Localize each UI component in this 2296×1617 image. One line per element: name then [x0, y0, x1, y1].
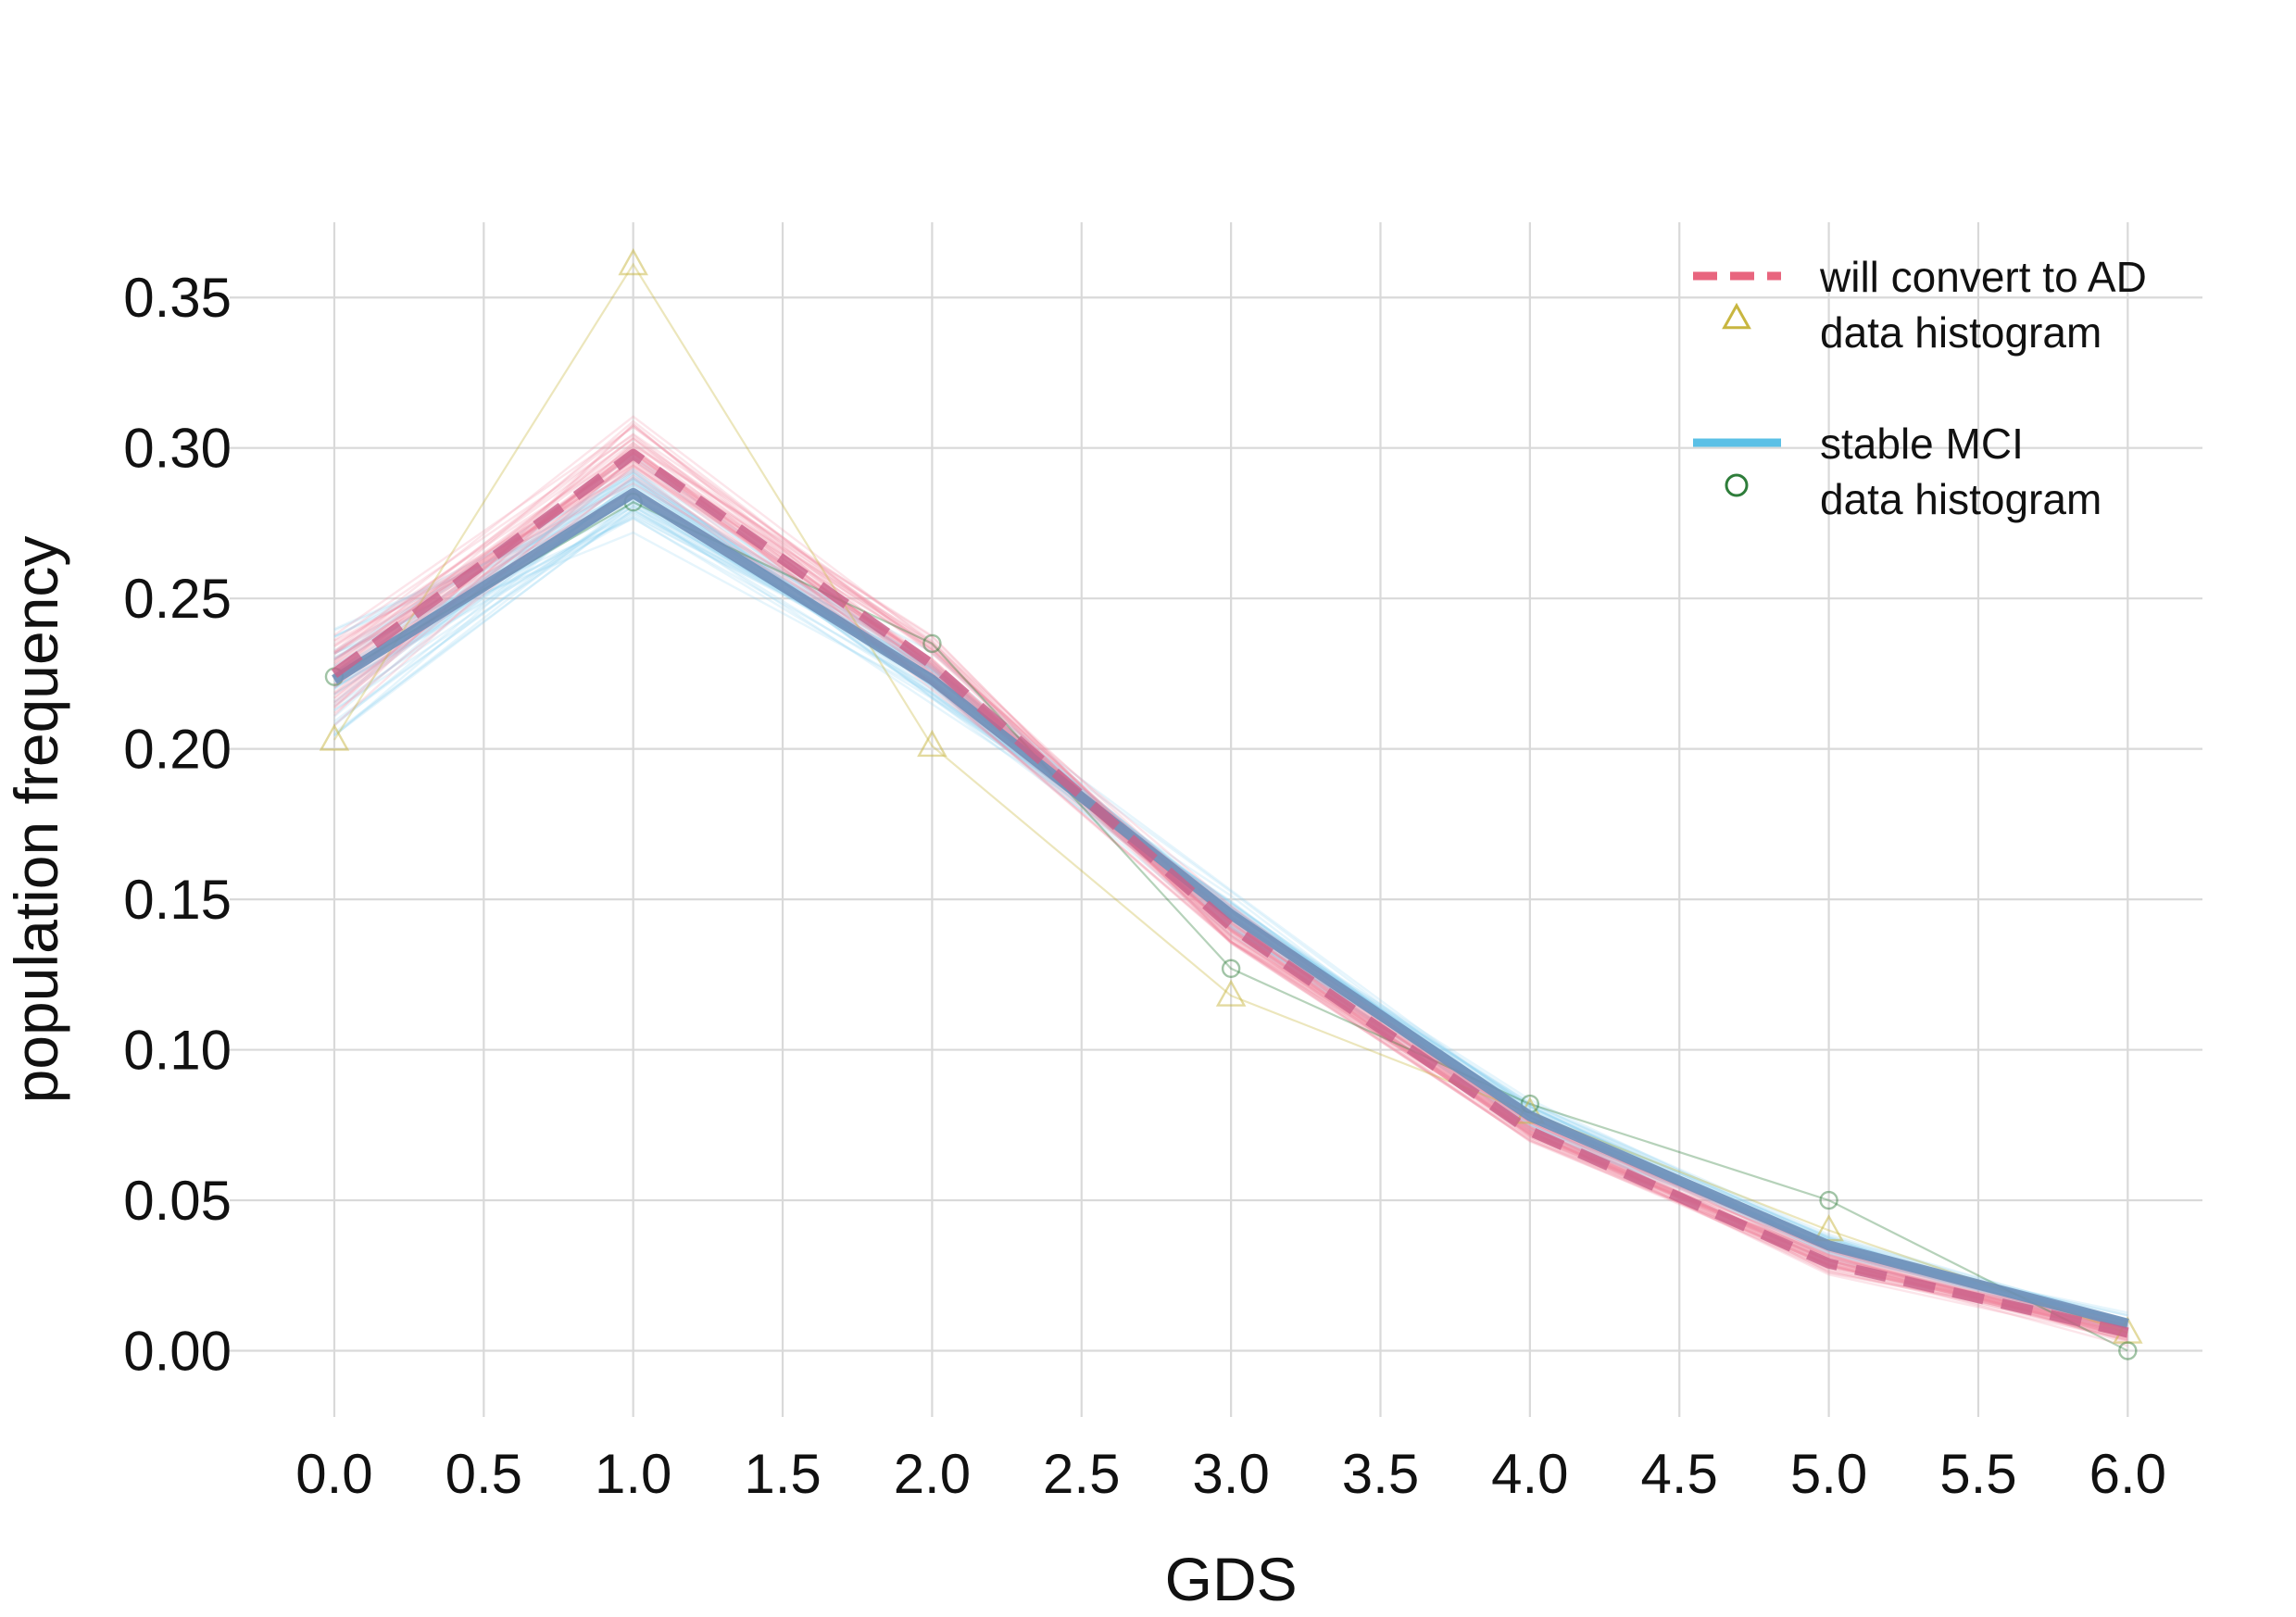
y-tick-label: 0.25 [123, 568, 232, 630]
x-tick-label: 3.5 [1342, 1443, 1419, 1505]
data-histograms [319, 248, 2143, 1360]
legend-label-ad: will convert to AD [1819, 253, 2147, 301]
legend: will convert to AD data histogram stable… [1693, 253, 2147, 523]
x-tick-label: 0.0 [295, 1443, 372, 1505]
legend-symbol-ad-triangle [1722, 302, 1751, 330]
x-tick-label: 6.0 [2089, 1443, 2166, 1505]
tick-labels: 0.0 0.5 1.0 1.5 2.0 2.5 3.0 3.5 4.0 4.5 5.0 5.5 6.0 0… [123, 267, 2166, 1505]
y-axis-title: population frequency [2, 536, 70, 1104]
ad-histogram-point [917, 729, 947, 758]
x-tick-label: 5.5 [1939, 1443, 2016, 1505]
mci-histogram-point [2118, 1341, 2138, 1360]
legend-symbol-mci-circle [1725, 473, 1749, 497]
posterior-draw-mci [333, 508, 2128, 1322]
x-tick-label: 3.0 [1192, 1443, 1269, 1505]
posterior-draw-ad [333, 433, 2128, 1332]
ad-histogram-point [1215, 979, 1247, 1007]
mci-histogram-point [1221, 959, 1241, 979]
posterior-draw-ad [333, 436, 2128, 1329]
ad-histogram-line [333, 262, 2128, 1335]
posterior-draw-ad [333, 459, 2128, 1338]
ad-histogram-point [319, 723, 350, 751]
posterior-draw-ad [333, 474, 2128, 1336]
posterior-draw-mci [333, 511, 2128, 1328]
x-tick-label: 5.0 [1790, 1443, 1867, 1505]
series-lines [331, 448, 2129, 1338]
series-line-will-convert-ad [331, 448, 2129, 1338]
x-tick-label: 1.0 [595, 1443, 671, 1505]
x-tick-label: 2.5 [1043, 1443, 1120, 1505]
legend-label-ad-histogram: data histogram [1820, 308, 2102, 357]
series-line-stable-mci [332, 487, 2129, 1329]
posterior-draw-ad [333, 422, 2128, 1335]
x-tick-label: 4.0 [1491, 1443, 1568, 1505]
grid [230, 222, 2202, 1417]
y-tick-label: 0.10 [123, 1020, 232, 1082]
x-tick-label: 4.5 [1641, 1443, 1718, 1505]
posterior-draw-ad [333, 441, 2128, 1339]
y-tick-label: 0.00 [123, 1321, 232, 1383]
posterior-draw-mci [333, 470, 2128, 1332]
legend-label-mci-histogram: data histogram [1820, 475, 2102, 523]
y-tick-label: 0.05 [123, 1170, 232, 1232]
posterior-draw-ad [333, 443, 2128, 1337]
ad-histogram-point [618, 248, 648, 276]
y-tick-label: 0.15 [123, 869, 232, 931]
posterior-draw-mci [333, 498, 2128, 1331]
posterior-draw-ad [333, 437, 2128, 1339]
mci-histogram-line [333, 500, 2128, 1352]
x-axis-title: GDS [1165, 1545, 1298, 1613]
mci-histogram-point [922, 633, 942, 654]
x-tick-label: 1.5 [744, 1443, 821, 1505]
y-tick-label: 0.30 [123, 418, 232, 480]
x-tick-label: 2.0 [894, 1443, 971, 1505]
x-tick-label: 0.5 [445, 1443, 522, 1505]
y-tick-label: 0.20 [123, 719, 232, 781]
legend-label-mci: stable MCI [1820, 420, 2024, 468]
y-tick-label: 0.35 [123, 267, 232, 329]
mci-histogram-point [1819, 1190, 1838, 1210]
